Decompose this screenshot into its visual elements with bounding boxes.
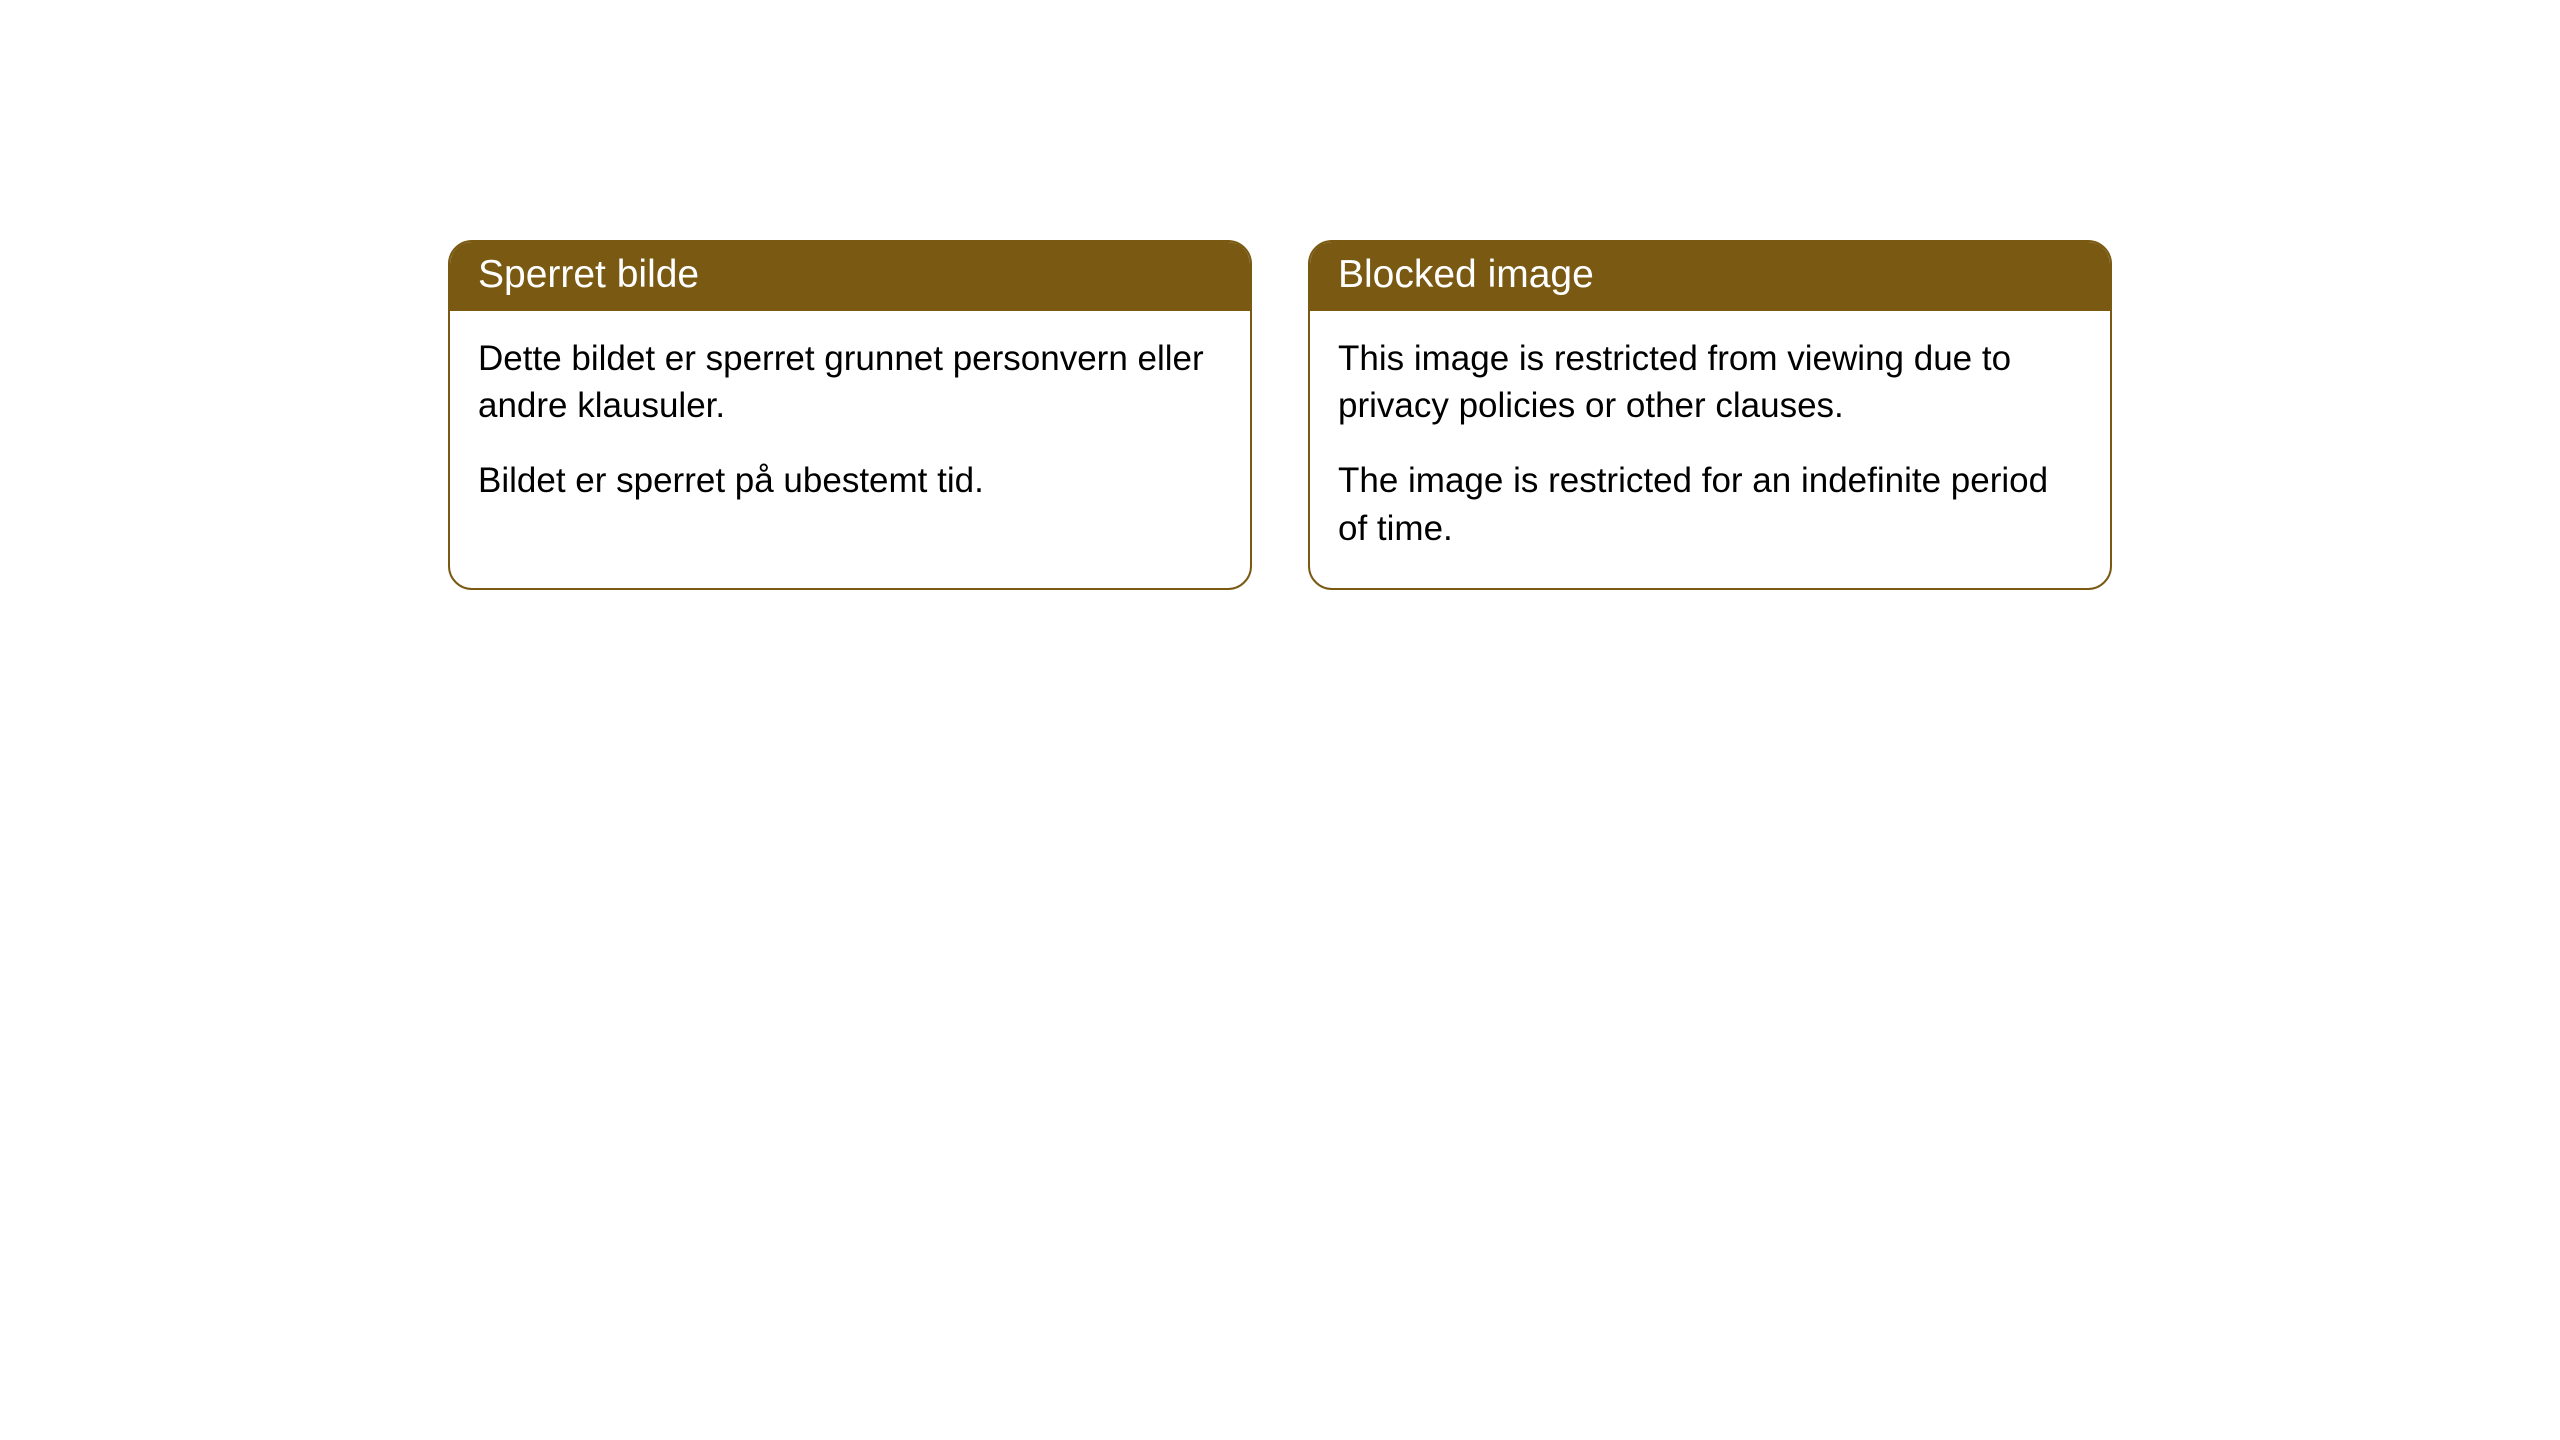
- card-body: This image is restricted from viewing du…: [1310, 311, 2110, 588]
- notice-card-english: Blocked image This image is restricted f…: [1308, 240, 2112, 590]
- card-header: Sperret bilde: [450, 242, 1250, 311]
- card-paragraph: The image is restricted for an indefinit…: [1338, 457, 2082, 552]
- card-title: Blocked image: [1338, 253, 1594, 296]
- card-paragraph: Dette bildet er sperret grunnet personve…: [478, 335, 1222, 430]
- card-paragraph: This image is restricted from viewing du…: [1338, 335, 2082, 430]
- card-title: Sperret bilde: [478, 253, 699, 296]
- notice-cards-container: Sperret bilde Dette bildet er sperret gr…: [448, 240, 2112, 590]
- card-body: Dette bildet er sperret grunnet personve…: [450, 311, 1250, 541]
- notice-card-norwegian: Sperret bilde Dette bildet er sperret gr…: [448, 240, 1252, 590]
- card-header: Blocked image: [1310, 242, 2110, 311]
- card-paragraph: Bildet er sperret på ubestemt tid.: [478, 457, 1222, 504]
